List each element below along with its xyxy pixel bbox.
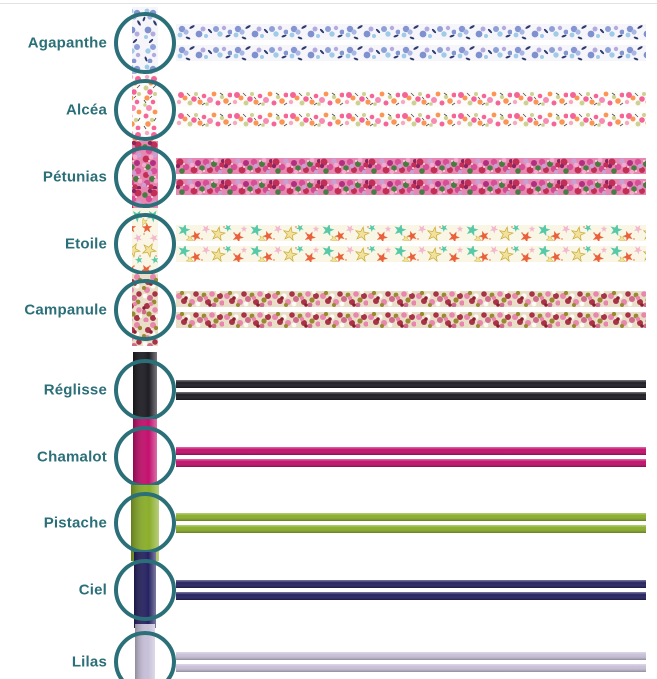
swatch-label: Lilas xyxy=(71,653,107,671)
ribbon-strip-top xyxy=(176,158,646,174)
cord-strand-top xyxy=(176,447,646,455)
swatch-label: Alcéa xyxy=(65,101,107,119)
swatch-circle[interactable] xyxy=(114,7,176,79)
swatch-circle[interactable] xyxy=(114,624,176,679)
ribbon-strip-top xyxy=(176,225,646,241)
swatch-circle[interactable] xyxy=(114,74,176,146)
ribbon-strip-bottom xyxy=(176,45,646,61)
top-divider xyxy=(0,3,657,4)
swatch-circle[interactable] xyxy=(114,419,176,495)
swatch-ring xyxy=(114,492,176,554)
ribbon-strip-top xyxy=(176,291,646,307)
swatch-circle[interactable] xyxy=(114,274,176,346)
swatch-ring xyxy=(114,279,176,341)
swatch-ring xyxy=(114,631,176,679)
cord-strand-top xyxy=(176,380,646,388)
swatch-ring xyxy=(114,146,176,208)
swatch-circle[interactable] xyxy=(114,141,176,213)
cord-strand-bottom xyxy=(176,664,646,672)
ribbon-strip-top xyxy=(176,91,646,107)
swatch-label: Etoile xyxy=(64,235,107,253)
swatch-label: Campanule xyxy=(24,301,107,319)
cord-strand-bottom xyxy=(176,592,646,600)
swatch-label: Chamalot xyxy=(37,448,107,466)
cord-strand-bottom xyxy=(176,459,646,467)
swatch-label: Réglisse xyxy=(43,381,107,399)
swatch-ring xyxy=(114,359,176,421)
swatch-ring xyxy=(114,213,176,275)
swatch-circle[interactable] xyxy=(114,208,176,280)
swatch-label: Pistache xyxy=(43,514,107,532)
ribbon-strip-top xyxy=(176,24,646,40)
cord-strand-bottom xyxy=(176,525,646,533)
swatch-circle[interactable] xyxy=(114,485,176,561)
swatch-ring xyxy=(114,12,176,74)
swatch-ring xyxy=(114,426,176,488)
swatch-ring xyxy=(114,79,176,141)
cord-strand-top xyxy=(176,580,646,588)
cord-strand-top xyxy=(176,652,646,660)
swatch-circle[interactable] xyxy=(114,352,176,428)
ribbon-strip-bottom xyxy=(176,112,646,128)
swatch-label: Pétunias xyxy=(42,168,107,186)
swatch-circle[interactable] xyxy=(114,552,176,628)
ribbon-strip-bottom xyxy=(176,312,646,328)
swatch-label: Agapanthe xyxy=(27,34,107,52)
cord-strand-bottom xyxy=(176,392,646,400)
ribbon-strip-bottom xyxy=(176,179,646,195)
ribbon-strip-bottom xyxy=(176,246,646,262)
swatch-ring xyxy=(114,559,176,621)
swatch-label: Ciel xyxy=(78,581,107,599)
cord-strand-top xyxy=(176,513,646,521)
